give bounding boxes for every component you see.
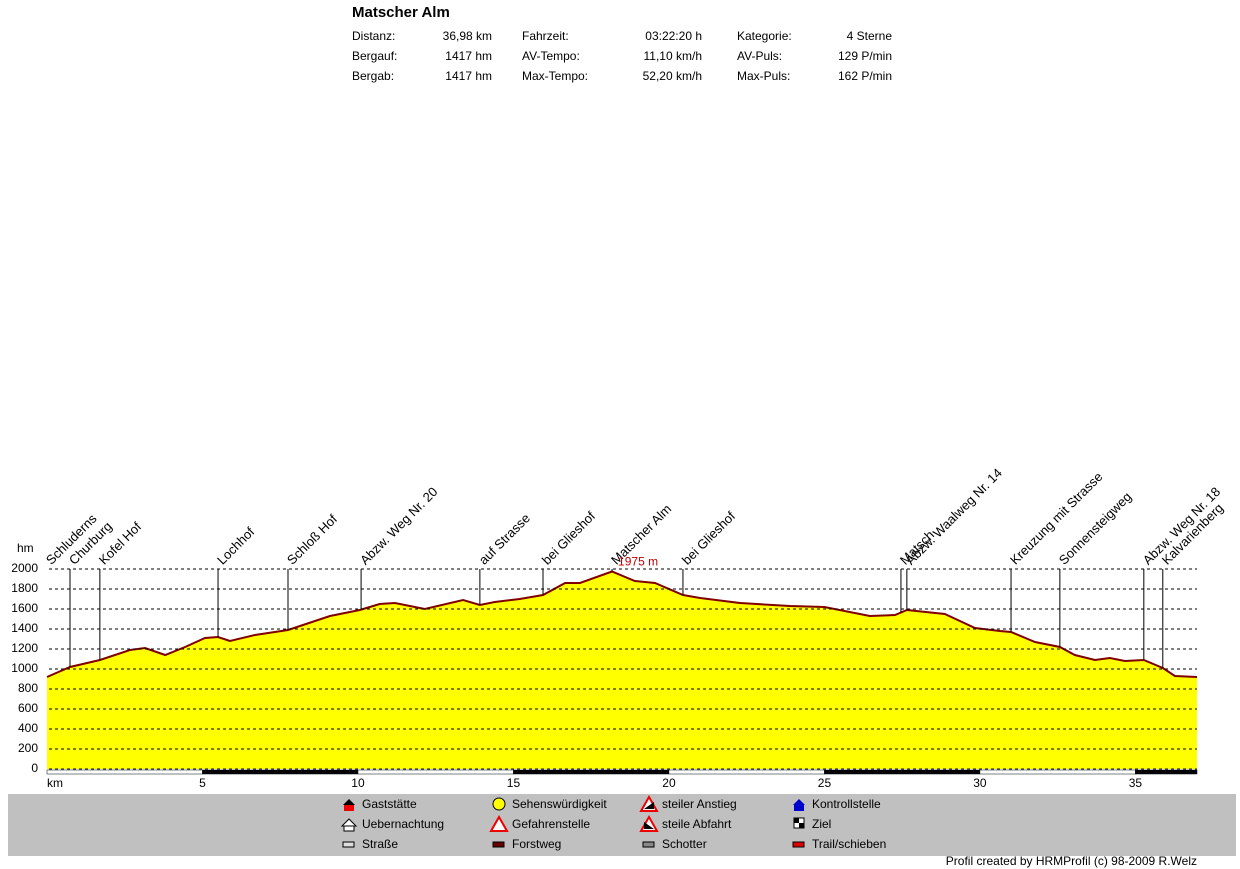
x-tick-label: 30: [973, 776, 987, 790]
legend-label: Kontrollstelle: [812, 797, 881, 811]
x-tick-label: 15: [507, 776, 521, 790]
profile-area: [47, 571, 1197, 769]
stat-value: 36,98 km: [443, 29, 492, 43]
x-tick-label: 10: [351, 776, 365, 790]
legend-label: steile Abfahrt: [662, 817, 732, 831]
waypoint-label: auf Strasse: [476, 510, 533, 567]
y-tick-label: 600: [18, 701, 38, 715]
waypoint-label: Kreuzung mit Strasse: [1007, 469, 1105, 567]
axis-bar: [202, 769, 359, 775]
y-tick-label: 1200: [11, 641, 38, 655]
x-axis-label: km: [47, 776, 63, 790]
y-tick-label: 2000: [11, 561, 38, 575]
stat-value: 4 Sterne: [847, 29, 893, 43]
stat-label: Bergab:: [352, 69, 394, 83]
peak-label: 1975 m: [618, 555, 658, 569]
stat-label: Distanz:: [352, 29, 395, 43]
axis-bar: [1135, 769, 1198, 775]
legend-label: Uebernachtung: [362, 817, 444, 831]
stat-label: Max-Puls:: [737, 69, 790, 83]
title: Matscher Alm: [352, 4, 450, 21]
legend-label: Sehenswürdigkeit: [512, 797, 607, 811]
waypoint-label: Abzw. Weg Nr. 20: [357, 484, 441, 568]
y-tick-label: 400: [18, 721, 38, 735]
stat-label: Fahrzeit:: [522, 29, 569, 43]
y-tick-label: 1000: [11, 661, 38, 675]
stat-value: 03:22:20 h: [645, 29, 702, 43]
y-tick-label: 1400: [11, 621, 38, 635]
legend-label: steiler Anstieg: [662, 797, 737, 811]
stat-label: AV-Tempo:: [522, 49, 580, 63]
x-tick-label: 35: [1129, 776, 1143, 790]
stat-value: 129 P/min: [838, 49, 892, 63]
stat-value: 52,20 km/h: [643, 69, 702, 83]
stat-label: Kategorie:: [737, 29, 792, 43]
waypoint-label: Schloß Hof: [284, 511, 340, 567]
waypoint-label: Abzw. Waalweg Nr. 14: [903, 465, 1005, 567]
y-tick-label: 1800: [11, 581, 38, 595]
legend-label: Straße: [362, 837, 398, 851]
y-tick-label: 200: [18, 741, 38, 755]
y-tick-label: 0: [31, 761, 38, 775]
stat-value: 162 P/min: [838, 69, 892, 83]
legend-box: [8, 794, 1236, 856]
legend-label: Forstweg: [512, 837, 561, 851]
stat-label: AV-Puls:: [737, 49, 782, 63]
x-tick-label: 5: [199, 776, 206, 790]
y-tick-label: 800: [18, 681, 38, 695]
footer: Profil created by HRMProfil (c) 98-2009 …: [946, 854, 1197, 868]
axis-bar: [357, 769, 514, 775]
x-tick-label: 25: [818, 776, 832, 790]
stat-label: Bergauf:: [352, 49, 397, 63]
y-axis-label: hm: [17, 541, 34, 555]
axis-bar: [979, 769, 1136, 775]
waypoint-label: bei Glieshof: [679, 508, 738, 567]
y-tick-label: 1600: [11, 601, 38, 615]
legend-label: Gefahrenstelle: [512, 817, 590, 831]
stat-label: Max-Tempo:: [522, 69, 588, 83]
axis-bar: [824, 769, 981, 775]
stat-value: 1417 hm: [445, 49, 492, 63]
stat-value: 11,10 km/h: [644, 49, 702, 63]
legend-label: Ziel: [812, 817, 831, 831]
waypoint-label: bei Glieshof: [539, 508, 598, 567]
waypoint-label: Lochhof: [214, 524, 258, 568]
stat-value: 1417 hm: [445, 69, 492, 83]
legend-label: Trail/schieben: [812, 837, 886, 851]
x-tick-label: 20: [662, 776, 676, 790]
axis-bar: [668, 769, 825, 775]
axis-bar: [46, 769, 203, 775]
legend-icons: [340, 794, 805, 848]
legend-label: Schotter: [662, 837, 707, 851]
legend-label: Gaststätte: [362, 797, 417, 811]
axis-bar: [513, 769, 670, 775]
